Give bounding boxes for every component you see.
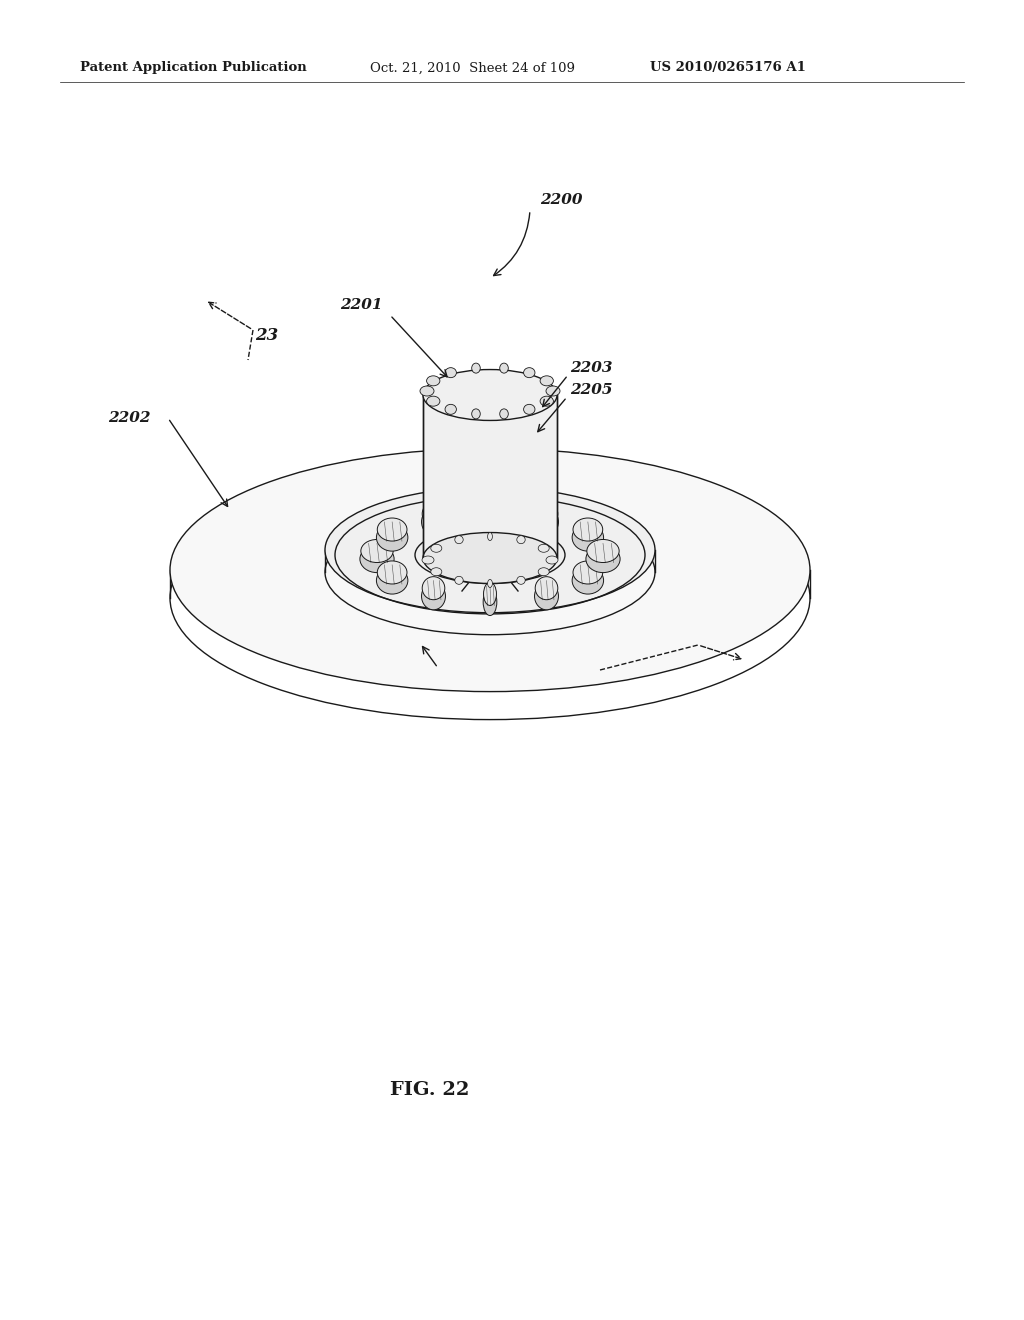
Text: 2205: 2205 (570, 383, 612, 397)
Ellipse shape (517, 577, 525, 585)
Ellipse shape (427, 396, 440, 407)
FancyArrowPatch shape (209, 302, 251, 329)
Ellipse shape (483, 503, 497, 529)
Ellipse shape (586, 545, 621, 573)
Ellipse shape (539, 568, 549, 576)
FancyArrowPatch shape (423, 647, 436, 665)
Ellipse shape (423, 370, 557, 421)
Text: 23: 23 (700, 631, 723, 648)
Ellipse shape (540, 396, 553, 407)
Ellipse shape (377, 566, 408, 594)
Text: 2203: 2203 (570, 360, 612, 375)
Text: 2202: 2202 (108, 411, 151, 425)
Ellipse shape (572, 524, 603, 552)
Ellipse shape (377, 561, 407, 583)
Ellipse shape (431, 568, 441, 576)
Ellipse shape (445, 368, 457, 378)
Ellipse shape (427, 376, 440, 385)
Ellipse shape (483, 589, 497, 615)
Ellipse shape (487, 579, 493, 587)
Ellipse shape (325, 487, 655, 612)
Text: 23: 23 (255, 326, 279, 343)
Ellipse shape (472, 409, 480, 418)
Ellipse shape (539, 544, 549, 552)
Ellipse shape (535, 582, 558, 610)
Ellipse shape (546, 556, 558, 564)
Text: 2201: 2201 (340, 298, 383, 312)
Text: Patent Application Publication: Patent Application Publication (80, 62, 307, 74)
Ellipse shape (573, 517, 603, 541)
Ellipse shape (422, 582, 445, 610)
Ellipse shape (422, 577, 444, 599)
Ellipse shape (483, 582, 497, 606)
Ellipse shape (377, 524, 408, 552)
Ellipse shape (487, 532, 493, 541)
Ellipse shape (572, 566, 603, 594)
Ellipse shape (170, 449, 810, 692)
Text: FIG. 22: FIG. 22 (390, 1081, 470, 1100)
Ellipse shape (455, 577, 463, 585)
FancyArrowPatch shape (170, 420, 227, 507)
Ellipse shape (540, 376, 553, 385)
FancyArrowPatch shape (538, 399, 565, 432)
Ellipse shape (500, 409, 508, 418)
Ellipse shape (587, 540, 620, 562)
Ellipse shape (483, 496, 497, 520)
Ellipse shape (377, 517, 407, 541)
Ellipse shape (536, 577, 558, 599)
Ellipse shape (500, 363, 508, 374)
FancyArrowPatch shape (700, 645, 741, 660)
Ellipse shape (422, 508, 445, 536)
Ellipse shape (422, 556, 434, 564)
FancyArrowPatch shape (392, 317, 447, 376)
FancyArrowPatch shape (494, 213, 529, 276)
Ellipse shape (573, 561, 603, 583)
Ellipse shape (359, 545, 394, 573)
Text: 2200: 2200 (540, 193, 583, 207)
Ellipse shape (420, 385, 434, 396)
Ellipse shape (360, 540, 393, 562)
Polygon shape (423, 395, 557, 558)
Ellipse shape (536, 503, 558, 525)
FancyArrowPatch shape (543, 378, 566, 407)
Ellipse shape (472, 363, 480, 374)
Text: US 2010/0265176 A1: US 2010/0265176 A1 (650, 62, 806, 74)
Ellipse shape (455, 536, 463, 544)
Ellipse shape (517, 536, 525, 544)
Ellipse shape (535, 508, 558, 536)
Ellipse shape (523, 368, 535, 378)
Ellipse shape (422, 503, 444, 525)
Ellipse shape (431, 544, 441, 552)
Text: Oct. 21, 2010  Sheet 24 of 109: Oct. 21, 2010 Sheet 24 of 109 (370, 62, 575, 74)
Ellipse shape (423, 532, 557, 583)
Ellipse shape (523, 404, 535, 414)
Ellipse shape (546, 385, 560, 396)
Ellipse shape (445, 404, 457, 414)
Text: 2207: 2207 (440, 668, 482, 682)
